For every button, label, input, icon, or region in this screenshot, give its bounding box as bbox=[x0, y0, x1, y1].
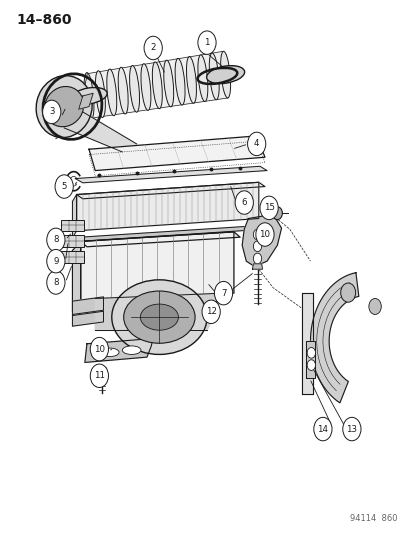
Polygon shape bbox=[310, 273, 358, 403]
Polygon shape bbox=[81, 232, 240, 247]
Ellipse shape bbox=[186, 56, 196, 103]
Text: 3: 3 bbox=[49, 108, 55, 116]
Text: 15: 15 bbox=[263, 204, 274, 212]
Circle shape bbox=[47, 249, 65, 273]
Text: 6: 6 bbox=[241, 198, 247, 207]
Ellipse shape bbox=[100, 348, 119, 357]
Text: 8: 8 bbox=[53, 278, 59, 287]
Ellipse shape bbox=[71, 87, 107, 104]
FancyBboxPatch shape bbox=[61, 251, 83, 263]
Ellipse shape bbox=[209, 53, 219, 100]
Polygon shape bbox=[97, 368, 107, 372]
Polygon shape bbox=[72, 241, 81, 312]
Polygon shape bbox=[76, 182, 264, 199]
Circle shape bbox=[340, 283, 355, 302]
Ellipse shape bbox=[140, 304, 178, 330]
Ellipse shape bbox=[45, 86, 83, 127]
Circle shape bbox=[55, 175, 73, 198]
Polygon shape bbox=[72, 225, 264, 241]
Ellipse shape bbox=[197, 55, 207, 101]
Circle shape bbox=[253, 241, 261, 252]
FancyBboxPatch shape bbox=[61, 235, 83, 247]
Polygon shape bbox=[305, 341, 314, 378]
Polygon shape bbox=[76, 182, 258, 231]
Circle shape bbox=[253, 229, 261, 240]
Circle shape bbox=[342, 417, 360, 441]
Circle shape bbox=[272, 207, 282, 220]
Circle shape bbox=[90, 337, 108, 361]
Ellipse shape bbox=[112, 280, 206, 354]
Text: 2: 2 bbox=[150, 44, 156, 52]
Text: 5: 5 bbox=[61, 182, 67, 191]
Polygon shape bbox=[87, 51, 227, 118]
Circle shape bbox=[313, 417, 331, 441]
Ellipse shape bbox=[129, 66, 139, 112]
Circle shape bbox=[253, 253, 261, 264]
Circle shape bbox=[202, 300, 220, 324]
Ellipse shape bbox=[152, 62, 162, 109]
Ellipse shape bbox=[163, 60, 173, 107]
Text: 14: 14 bbox=[317, 425, 328, 433]
Circle shape bbox=[368, 298, 380, 314]
Ellipse shape bbox=[220, 51, 230, 98]
Text: 10: 10 bbox=[259, 230, 270, 239]
Text: 12: 12 bbox=[205, 308, 216, 316]
Polygon shape bbox=[78, 93, 93, 109]
Circle shape bbox=[255, 223, 273, 246]
Ellipse shape bbox=[122, 346, 140, 354]
Polygon shape bbox=[89, 136, 264, 171]
FancyBboxPatch shape bbox=[61, 220, 83, 231]
Polygon shape bbox=[56, 74, 90, 139]
Polygon shape bbox=[81, 232, 233, 303]
Text: 8: 8 bbox=[53, 236, 59, 244]
Text: 10: 10 bbox=[94, 345, 104, 353]
Text: 13: 13 bbox=[346, 425, 356, 433]
Text: 94114  860: 94114 860 bbox=[349, 514, 396, 523]
Ellipse shape bbox=[140, 64, 151, 110]
Ellipse shape bbox=[206, 66, 244, 84]
Circle shape bbox=[306, 348, 315, 358]
Ellipse shape bbox=[175, 59, 185, 105]
Circle shape bbox=[259, 196, 278, 220]
Polygon shape bbox=[64, 112, 136, 152]
Circle shape bbox=[47, 228, 65, 252]
Polygon shape bbox=[242, 214, 281, 266]
Text: 1: 1 bbox=[204, 38, 209, 47]
Circle shape bbox=[214, 281, 232, 305]
Text: 7: 7 bbox=[220, 289, 226, 297]
Text: 4: 4 bbox=[253, 140, 259, 148]
Circle shape bbox=[43, 100, 61, 124]
Polygon shape bbox=[72, 297, 103, 314]
Ellipse shape bbox=[107, 69, 116, 116]
Text: 9: 9 bbox=[53, 257, 58, 265]
Polygon shape bbox=[301, 293, 312, 394]
Polygon shape bbox=[95, 293, 223, 330]
Ellipse shape bbox=[95, 71, 105, 117]
Circle shape bbox=[247, 132, 265, 156]
Polygon shape bbox=[72, 195, 76, 238]
Polygon shape bbox=[252, 264, 262, 269]
Ellipse shape bbox=[84, 72, 94, 119]
Circle shape bbox=[144, 36, 162, 60]
Ellipse shape bbox=[36, 76, 92, 138]
Text: 11: 11 bbox=[94, 372, 104, 380]
Circle shape bbox=[47, 271, 65, 294]
Circle shape bbox=[235, 191, 253, 214]
Circle shape bbox=[306, 360, 315, 370]
Ellipse shape bbox=[123, 291, 195, 343]
Polygon shape bbox=[75, 166, 266, 183]
Ellipse shape bbox=[118, 67, 128, 114]
Text: 14–860: 14–860 bbox=[17, 13, 72, 27]
Polygon shape bbox=[85, 338, 153, 362]
Circle shape bbox=[90, 364, 108, 387]
Polygon shape bbox=[72, 311, 103, 326]
Circle shape bbox=[197, 31, 216, 54]
